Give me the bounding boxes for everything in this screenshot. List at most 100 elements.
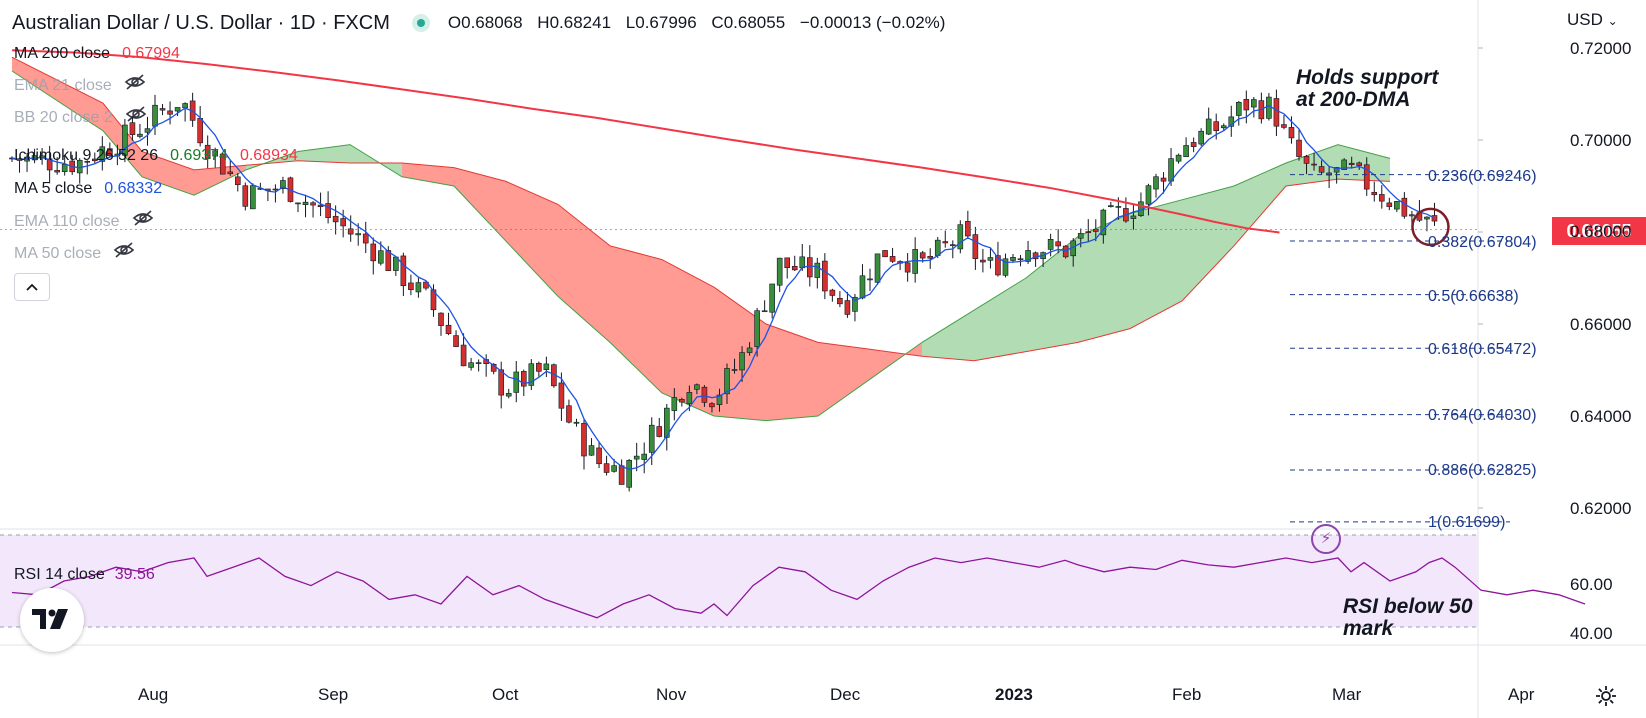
support-annotation[interactable]: Holds support at 200-DMA (1296, 67, 1438, 111)
candle-body (844, 300, 851, 315)
candle-body (829, 289, 836, 296)
candle-body (694, 384, 700, 390)
candle-body (445, 324, 452, 334)
candle-body (987, 257, 994, 261)
tradingview-logo[interactable] (20, 588, 84, 652)
symbol-title[interactable]: Australian Dollar / U.S. Dollar · 1D · F… (12, 11, 390, 34)
legend-rsi[interactable]: RSI 14 close 39.56 (14, 566, 155, 584)
legend-ema21[interactable]: EMA 21 close (14, 74, 146, 98)
hidden-eye-icon[interactable] (124, 73, 146, 99)
legend-ema110[interactable]: EMA 110 close (14, 210, 154, 234)
candle-body (1243, 99, 1250, 111)
ichimoku-cloud-segment (974, 278, 1026, 361)
candle-body (1062, 245, 1069, 258)
close-value: 0.68055 (723, 13, 786, 32)
collapse-legend-button[interactable] (14, 273, 50, 301)
candle-body (1431, 215, 1438, 222)
candle-body (776, 257, 783, 286)
legend-bb20[interactable]: BB 20 close 2 (14, 106, 147, 130)
candle-body (438, 312, 444, 326)
legend-ma200[interactable]: MA 200 close 0.67994 (14, 42, 180, 66)
candle-body (1348, 162, 1355, 165)
rsi-annotation[interactable]: RSI below 50 mark (1343, 596, 1473, 640)
candle-body (137, 133, 143, 137)
candle-body (1145, 185, 1152, 205)
candle-body (468, 362, 474, 368)
candle-body (1409, 214, 1415, 217)
candle-body (588, 445, 595, 456)
hidden-eye-icon[interactable] (125, 105, 147, 131)
time-axis-label: Mar (1332, 685, 1362, 704)
candle-body (1311, 163, 1317, 166)
candle-body (460, 344, 467, 367)
candle-body (340, 218, 346, 227)
settings-gear-icon[interactable] (1594, 684, 1618, 708)
ichimoku-cloud-segment (610, 245, 662, 393)
candle-body (1228, 116, 1235, 127)
legend-ema21-label: EMA 21 close (14, 77, 112, 94)
candle-body (219, 153, 226, 175)
candle-body (1251, 99, 1257, 108)
chevron-up-icon (26, 283, 38, 291)
candle-body (302, 201, 309, 206)
rsi-line (11, 557, 1586, 619)
candle-body (84, 160, 91, 163)
ichimoku-cloud-segment (922, 310, 974, 361)
candle-body (1341, 159, 1347, 170)
ichimoku-cloud-segment (818, 342, 870, 416)
candle-body (701, 386, 708, 403)
candle-body (1160, 177, 1167, 182)
candle-body (332, 215, 339, 223)
candle-body (648, 424, 655, 453)
fib-level-label: 0.886(0.62825) (1428, 462, 1537, 479)
candle-body (227, 171, 234, 175)
candle-body (686, 392, 693, 405)
market-status-dot[interactable] (411, 14, 430, 32)
ichimoku-cloud-segment (506, 181, 558, 297)
ichimoku-cloud-segment (1338, 144, 1390, 182)
candle-body (716, 394, 723, 405)
candle-body (1371, 191, 1378, 196)
candle-body (182, 103, 188, 109)
candle-body (505, 392, 512, 397)
fib-level-label: 1(0.61699) (1428, 514, 1506, 531)
hidden-eye-icon[interactable] (132, 209, 154, 235)
candle-body (581, 422, 587, 457)
candle-body (370, 243, 377, 262)
candle-body (709, 403, 715, 408)
candle-body (536, 362, 542, 372)
legend-ichimoku[interactable]: Ichimoku 9 26 52 26 0.69374 0.68934 (14, 144, 298, 168)
alert-bolt-icon[interactable]: ⚡ (1311, 524, 1341, 554)
candle-body (1363, 164, 1370, 190)
chevron-down-icon: ⌄ (1607, 14, 1618, 28)
candle-body (362, 233, 369, 244)
candle-body (1130, 215, 1137, 219)
candle-body (250, 185, 256, 210)
candle-body (272, 188, 279, 191)
candle-body (746, 347, 753, 353)
candle-body (317, 204, 324, 208)
hidden-eye-icon[interactable] (113, 241, 135, 267)
candle-body (415, 282, 422, 293)
candle-body (1153, 176, 1159, 190)
candle-body (1010, 257, 1016, 261)
candle-body (942, 241, 949, 244)
candle-body (280, 180, 286, 189)
candle-body (355, 233, 362, 236)
candle-body (1190, 142, 1197, 147)
candle-body (475, 362, 482, 364)
candle-body (904, 262, 911, 273)
currency-selector[interactable]: USD ⌄ (1567, 10, 1618, 29)
candle-body (934, 239, 941, 256)
candle-body (107, 148, 113, 156)
legend-ma5[interactable]: MA 5 close 0.68332 (14, 177, 162, 201)
candle-body (566, 405, 572, 423)
legend-ma50[interactable]: MA 50 close (14, 242, 135, 266)
tv-logo-icon (32, 609, 68, 629)
fib-level-label: 0.764(0.64030) (1428, 407, 1537, 424)
candle-body (400, 255, 407, 287)
price-scale-label: 0.68000 (1570, 222, 1632, 241)
candle-body (927, 255, 934, 259)
candle-body (656, 426, 663, 437)
